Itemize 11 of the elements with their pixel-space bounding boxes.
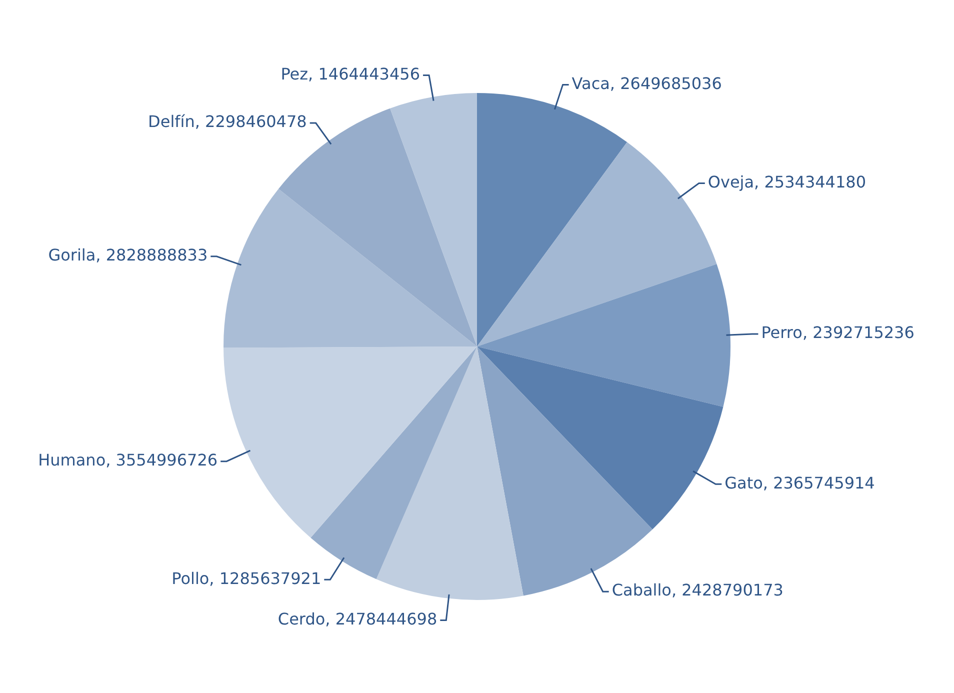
slice-label: Pollo, 1285637921 — [172, 568, 322, 588]
slice-label: Vaca, 2649685036 — [572, 74, 722, 93]
slice-label: Perro, 2392715236 — [761, 323, 914, 342]
slice-label: Oveja, 2534344180 — [708, 172, 866, 192]
slice-label: Caballo, 2428790173 — [612, 580, 784, 600]
slice-label: Delfín, 2298460478 — [148, 112, 307, 132]
slice-label: Gorila, 2828888833 — [48, 246, 208, 265]
slice-label: Cerdo, 2478444698 — [278, 609, 438, 628]
slice-label: Pez, 1464443456 — [280, 64, 420, 84]
slice-label: Humano, 3554996726 — [38, 450, 218, 470]
slice-label: Gato, 2365745914 — [724, 473, 875, 492]
